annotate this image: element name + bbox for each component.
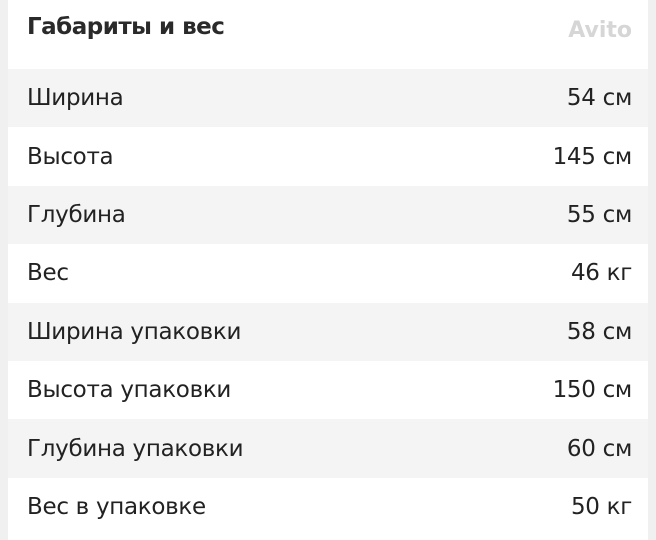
spec-row-package-weight: Вес в упаковке 50 кг	[8, 478, 648, 536]
spec-row-package-height: Высота упаковки 150 см	[8, 361, 648, 419]
spec-value: 60 см	[566, 435, 632, 462]
spec-row-weight: Вес 46 кг	[8, 244, 648, 302]
spec-row-height: Высота 145 см	[8, 127, 648, 185]
spec-label: Вес	[27, 260, 69, 287]
spec-label: Высота упаковки	[27, 377, 232, 404]
spec-value: 55 см	[566, 201, 632, 228]
section-title: Габариты и вес	[27, 14, 225, 40]
spec-value: 150 см	[552, 377, 633, 404]
spec-label: Глубина	[27, 201, 126, 228]
spec-row-package-depth: Глубина упаковки 60 см	[8, 419, 648, 478]
spec-label: Ширина	[27, 85, 124, 112]
spec-label: Высота	[27, 143, 114, 170]
spec-value: 46 кг	[570, 260, 632, 287]
spec-label: Ширина упаковки	[27, 318, 242, 345]
spec-value: 54 см	[566, 85, 632, 112]
spec-value: 58 см	[566, 318, 632, 345]
specs-card: Габариты и вес Ширина 54 см Высота 145 см …	[8, 0, 648, 540]
spec-label: Вес в упаковке	[27, 493, 206, 520]
spec-value: 145 см	[552, 143, 633, 170]
spec-row-depth: Глубина 55 см	[8, 185, 648, 245]
specs-table: Ширина 54 см Высота 145 см Глубина 55 см Ве…	[8, 69, 648, 536]
spec-row-width: Ширина 54 см	[8, 69, 648, 128]
spec-label: Глубина упаковки	[27, 435, 244, 462]
avito-watermark: Avito	[568, 18, 632, 43]
spec-row-package-width: Ширина упаковки 58 см	[8, 302, 648, 361]
spec-value: 50 кг	[570, 493, 632, 520]
